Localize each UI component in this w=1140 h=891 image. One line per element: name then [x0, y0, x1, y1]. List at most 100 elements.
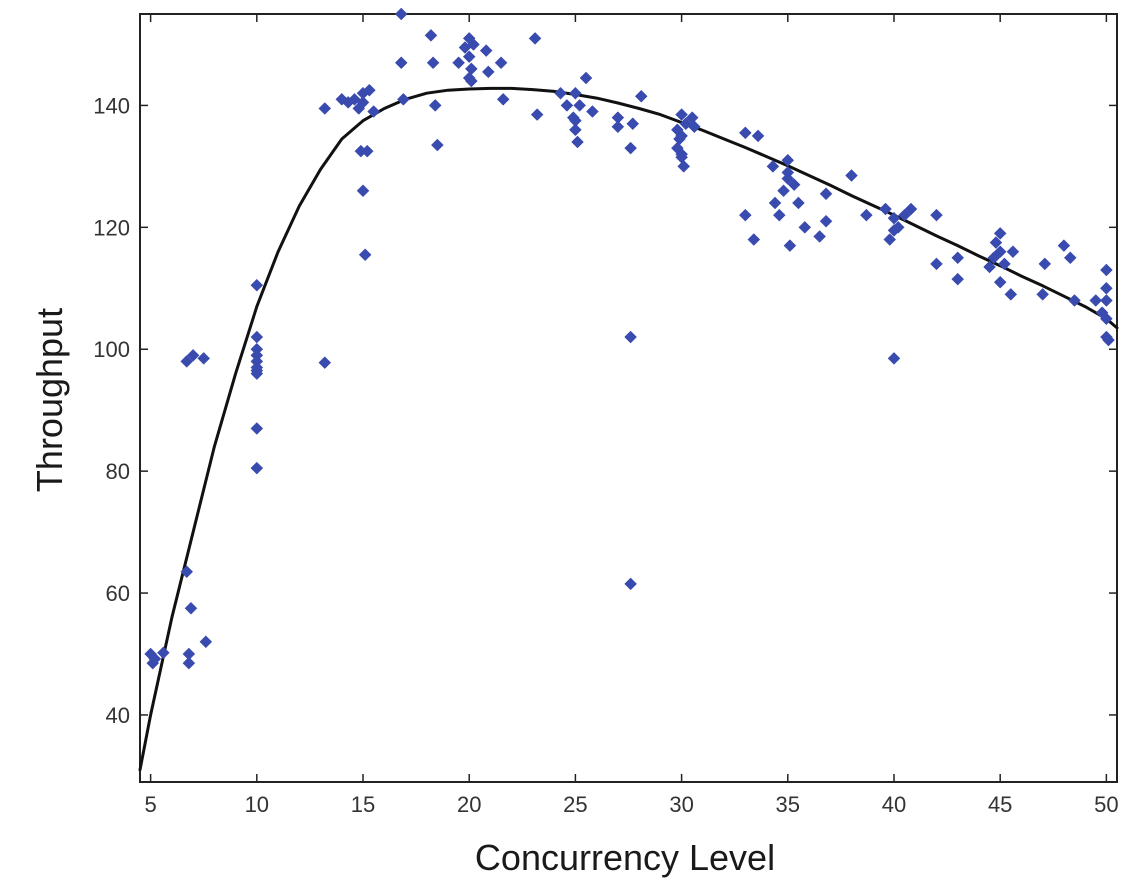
data-point — [569, 86, 582, 100]
y-axis-title: Throughput — [29, 308, 70, 492]
data-point — [452, 56, 465, 70]
x-tick-label: 50 — [1094, 792, 1118, 817]
x-tick-label: 20 — [457, 792, 481, 817]
data-point — [860, 208, 873, 222]
data-point — [845, 169, 858, 182]
data-point — [586, 105, 599, 118]
data-point — [530, 108, 544, 121]
data-point — [560, 99, 574, 112]
data-point — [777, 184, 790, 198]
data-points-layer — [144, 7, 1115, 670]
y-tick-label: 80 — [106, 459, 130, 484]
data-point — [679, 117, 693, 131]
data-point — [626, 117, 640, 131]
x-tick-label: 35 — [776, 792, 800, 817]
data-point — [819, 214, 833, 228]
x-tick-label: 15 — [351, 792, 375, 817]
data-point — [462, 50, 476, 64]
x-tick-label: 25 — [563, 792, 587, 817]
data-point — [199, 635, 213, 649]
data-point — [1063, 251, 1077, 265]
data-point — [335, 92, 349, 106]
data-point — [993, 227, 1007, 240]
data-point — [186, 348, 200, 362]
data-point — [677, 160, 691, 173]
data-point — [930, 208, 943, 222]
data-point — [157, 646, 170, 660]
data-point — [356, 184, 370, 198]
data-point — [624, 141, 637, 155]
data-point — [675, 108, 688, 121]
data-point — [898, 208, 911, 222]
x-tick-label: 45 — [988, 792, 1012, 817]
data-point — [394, 7, 408, 21]
data-point — [687, 120, 701, 134]
data-point — [798, 220, 812, 234]
data-point — [182, 656, 196, 670]
y-axis-ticks: 40 60 80 100 120 140 — [93, 93, 1117, 728]
fit-curve-line — [138, 86, 1119, 772]
data-point — [747, 233, 761, 246]
x-tick-label: 5 — [144, 792, 156, 817]
data-point — [998, 257, 1011, 271]
data-point — [467, 38, 480, 51]
data-point — [611, 120, 625, 134]
data-point — [904, 202, 918, 216]
data-point — [318, 102, 332, 115]
data-point — [569, 123, 582, 137]
y-tick-label: 100 — [93, 337, 130, 362]
data-point — [573, 99, 587, 112]
data-point — [426, 56, 440, 70]
data-point — [768, 196, 782, 210]
data-point — [184, 601, 198, 615]
data-point — [930, 257, 943, 271]
data-point — [751, 129, 765, 143]
data-point — [781, 166, 795, 179]
data-point — [993, 245, 1007, 259]
data-point — [879, 202, 892, 216]
y-tick-label: 60 — [106, 581, 130, 606]
data-point — [1100, 263, 1113, 277]
data-point — [424, 28, 438, 42]
data-point — [951, 251, 965, 265]
data-point — [1089, 294, 1103, 307]
data-point — [496, 92, 510, 106]
data-point — [1038, 257, 1052, 271]
data-point — [528, 32, 542, 45]
data-point — [883, 233, 897, 246]
data-point — [579, 71, 593, 85]
data-point — [783, 239, 797, 252]
data-point — [787, 178, 801, 192]
data-point — [1100, 294, 1113, 307]
data-point — [148, 652, 162, 666]
data-point — [891, 220, 905, 234]
data-point — [250, 278, 264, 292]
x-tick-label: 10 — [245, 792, 269, 817]
data-point — [430, 138, 444, 152]
data-point — [624, 577, 637, 591]
data-point — [1102, 333, 1115, 347]
data-point — [180, 355, 194, 368]
data-point — [887, 352, 901, 365]
plot-area — [139, 13, 1118, 783]
data-point — [250, 461, 264, 475]
y-tick-label: 40 — [106, 703, 130, 728]
data-point — [993, 275, 1007, 289]
x-tick-label: 40 — [882, 792, 906, 817]
data-point — [479, 44, 493, 57]
data-point — [951, 272, 965, 286]
y-tick-label: 120 — [93, 215, 130, 240]
data-point — [428, 99, 442, 112]
data-point — [360, 144, 374, 158]
data-point — [738, 126, 752, 140]
data-point — [356, 96, 370, 109]
data-point — [1057, 239, 1071, 252]
data-point — [624, 330, 637, 344]
data-point — [182, 647, 196, 661]
data-point — [772, 208, 786, 222]
data-point — [766, 160, 780, 173]
data-point — [180, 565, 194, 579]
data-point — [987, 251, 1001, 265]
data-point — [397, 92, 410, 106]
